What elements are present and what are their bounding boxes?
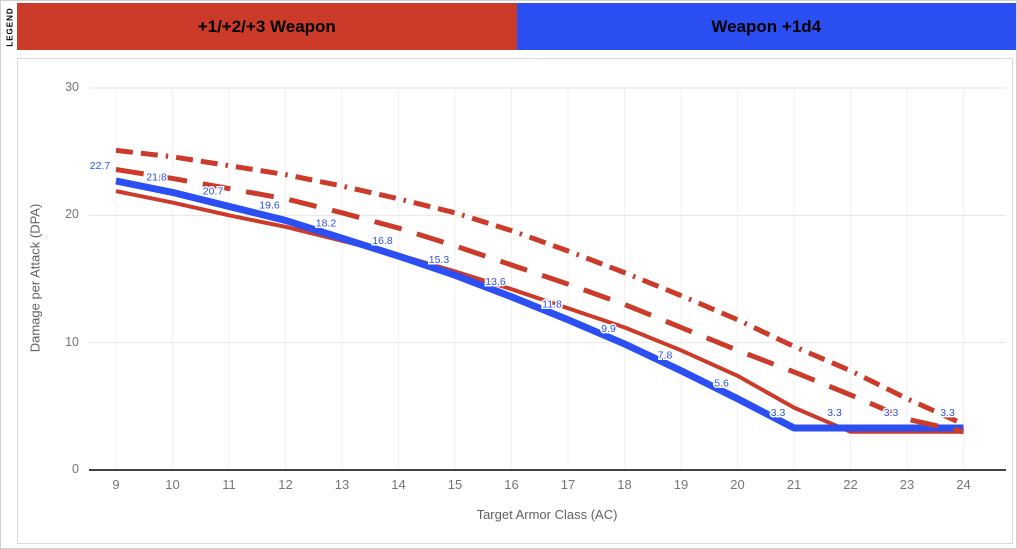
y-axis-title: Damage per Attack (DPA) (27, 203, 43, 353)
y-tick-label: 10 (65, 334, 79, 349)
series-line-weapon-1d4[interactable] (115, 177, 964, 432)
x-tick-label: 12 (278, 477, 293, 492)
x-tick-label: 17 (560, 477, 576, 492)
x-tick-label: 22 (843, 477, 858, 492)
legend-item-weapon-1d4: Weapon +1d4 (516, 3, 1016, 50)
series-line--1-weapon[interactable] (115, 189, 964, 434)
x-tick-label: 21 (786, 477, 802, 492)
x-tick-label: 24 (956, 477, 971, 492)
legend-item-plus123-weapon: +1/+2/+3 Weapon (17, 3, 517, 50)
x-tick-label: 13 (334, 477, 350, 492)
x-tick-label: 10 (165, 477, 180, 492)
x-tick-label: 19 (673, 477, 689, 492)
y-tick-label: 30 (65, 80, 79, 94)
x-tick-label: 15 (447, 477, 463, 492)
x-axis-title: Target Armor Class (AC) (476, 507, 618, 522)
x-tick-label: 16 (504, 477, 519, 492)
x-tick-label: 14 (391, 477, 406, 492)
y-tick-label: 20 (65, 207, 79, 222)
x-tick-label: 18 (617, 477, 632, 492)
x-tick-label: 9 (112, 477, 120, 492)
legend-item-label: Weapon +1d4 (711, 16, 822, 36)
series-line--3-weapon[interactable] (115, 147, 965, 427)
legend-item-label: +1/+2/+3 Weapon (197, 16, 336, 36)
legend-strip-label: LEGEND (5, 7, 14, 47)
y-tick-label: 0 (72, 462, 79, 476)
x-tick-label: 23 (899, 477, 915, 492)
series-line--2-weapon[interactable] (115, 167, 965, 435)
legend-strip: LEGEND (2, 3, 17, 51)
legend-bar: +1/+2/+3 Weapon Weapon +1d4 (17, 3, 1016, 50)
x-tick-label: 11 (222, 477, 236, 492)
x-tick-label: 20 (730, 477, 745, 492)
